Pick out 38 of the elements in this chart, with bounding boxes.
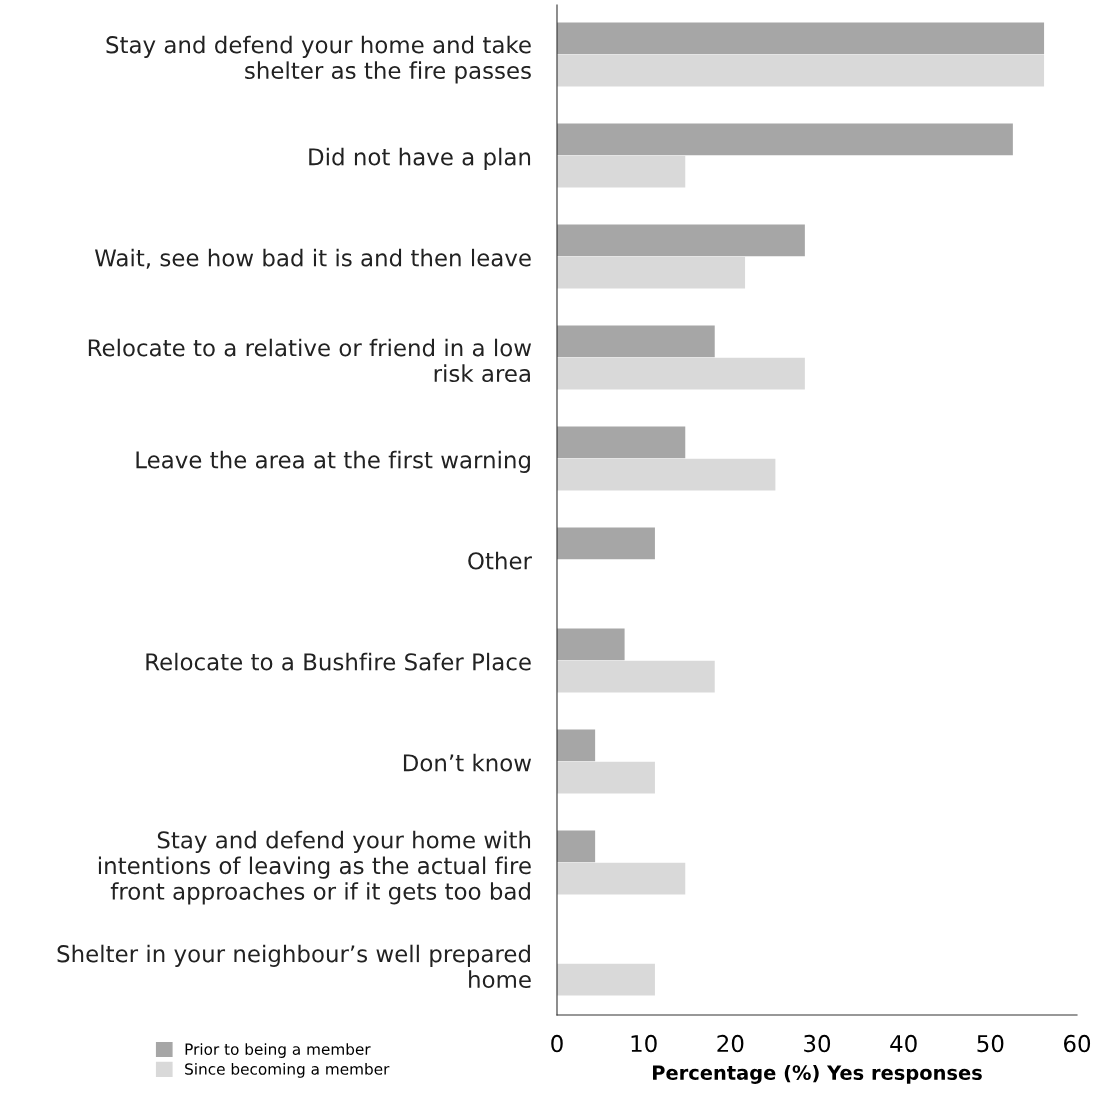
y-tick-label: Don’t know [403,753,532,772]
legend-label: Prior to being a member [185,1043,371,1058]
y-tick-label: Relocate to a Bushfire Safer Place [146,652,531,671]
bar [557,325,715,358]
x-tick-label: 30 [804,1034,831,1053]
x-tick-label: 40 [890,1034,917,1053]
bar [557,54,1045,87]
bar [557,426,686,459]
bar [557,761,655,794]
y-tick-label: Leave the area at the first warning [136,450,530,473]
y-tick-label: Stay and defend your home and take shelter as the fire passes [106,35,531,84]
x-tick-label: 60 [1064,1034,1091,1053]
x-tick-label: 50 [977,1034,1004,1053]
y-tick-label: Other [468,551,532,570]
x-tick-label: 20 [717,1034,744,1053]
bar [557,458,776,491]
legend-label: Since becoming a member [185,1062,390,1078]
bar [557,22,1045,55]
bar [557,830,596,863]
bar [557,256,746,289]
bar [557,123,1013,156]
bar [557,862,686,895]
y-tick-label: Relocate to a relative or friend in a low risk area [88,338,532,383]
bar [557,729,596,762]
bar [557,527,655,560]
y-tick-label: Stay and defend your home with intentions of leaving as the actual fire front approaches or if it gets too bad [98,830,531,905]
x-tick-label: 10 [631,1034,657,1053]
bar [557,628,625,661]
x-tick-label: 0 [551,1034,563,1053]
bar [557,963,655,996]
bar [557,224,805,257]
y-tick-label: Wait, see how bad it is and then leave [94,248,531,269]
y-tick-label: Did not have a plan [309,147,531,170]
bar [557,357,805,390]
y-tick-label: Shelter in your neighbour’s well prepared home [57,944,531,989]
bar [557,155,686,188]
bar [557,660,715,693]
x-axis-title: Percentage (%) Yes responses [653,1064,982,1084]
